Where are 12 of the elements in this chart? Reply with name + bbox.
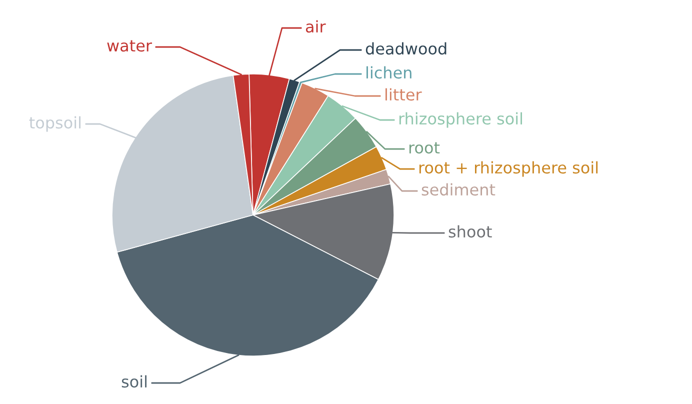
- slice-label: shoot: [448, 225, 492, 238]
- slice-label: lichen: [366, 66, 412, 79]
- slice-label: rhizosphere soil: [399, 112, 522, 128]
- slice-label: soil: [122, 375, 147, 388]
- slice-label: water: [107, 40, 152, 52]
- slice-label: litter: [386, 88, 422, 101]
- slice-label: air: [306, 20, 326, 33]
- slice-label: root: [409, 142, 440, 154]
- slice-label: deadwood: [366, 42, 446, 55]
- slice-label: root + rhizosphere soil: [419, 161, 598, 177]
- slice-label: sediment: [422, 183, 496, 196]
- slice-label: topsoil: [29, 116, 80, 132]
